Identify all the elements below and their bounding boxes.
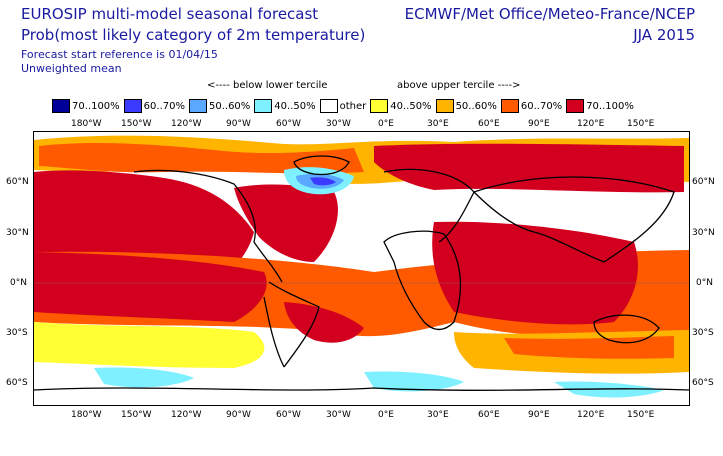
legend-swatch — [254, 99, 273, 113]
warm-region-east-pacific — [34, 252, 267, 322]
legend-label: 60..70% — [143, 100, 185, 112]
legend-swatch — [123, 99, 142, 113]
legend-item: 70..100% — [52, 99, 120, 113]
coastline-asia — [472, 176, 675, 263]
lat-label-left: 60°N — [6, 177, 29, 187]
legend-label: 60..70% — [520, 100, 563, 112]
legend-swatch — [52, 99, 70, 113]
cold-region-southern-ocean-west — [94, 367, 194, 388]
map-canvas — [34, 132, 689, 405]
coastline-south-america-east — [268, 281, 320, 368]
season-label: JJA 2015 — [633, 26, 695, 44]
lon-label-bottom: 60°W — [276, 410, 301, 420]
cold-region-southern-ocean-central — [364, 371, 464, 392]
coastline-greenland — [293, 155, 350, 176]
legend: 70..100% 60..70% 50..60% 40..50% other 4… — [52, 98, 638, 114]
legend-item: other — [319, 99, 367, 113]
legend-item: 70..100% — [566, 99, 634, 113]
lat-label-right: 60°S — [692, 378, 714, 388]
lon-label-bottom: 150°W — [121, 410, 152, 420]
warm-region-north-west — [39, 143, 364, 174]
legend-item: 40..50% — [370, 99, 432, 113]
warm-region-eurasia — [374, 143, 684, 193]
warm-region-north-atlantic — [234, 184, 338, 262]
coastline-africa — [383, 230, 462, 331]
legend-swatch — [500, 99, 519, 113]
legend-label: 40..50% — [390, 100, 432, 112]
legend-label: 70..100% — [72, 100, 120, 112]
lon-label-top: 180°W — [71, 119, 102, 129]
lon-label-top: 90°W — [226, 119, 251, 129]
lon-label-bottom: 120°E — [577, 410, 605, 420]
lat-label-right: 0°N — [696, 278, 713, 288]
legend-item: 50..60% — [188, 99, 251, 113]
lon-label-bottom: 0°E — [378, 410, 394, 420]
lon-label-top: 150°E — [627, 119, 655, 129]
cold-region-greenland-peak — [310, 177, 336, 186]
legend-swatch — [188, 99, 207, 113]
legend-item: 50..60% — [435, 99, 497, 113]
legend-swatch — [370, 99, 389, 113]
warm-region-south-atlantic — [284, 302, 364, 343]
lat-label-left: 30°S — [6, 328, 28, 338]
lon-label-bottom: 30°E — [427, 410, 449, 420]
lon-label-bottom: 180°W — [71, 410, 102, 420]
lon-label-top: 60°E — [478, 119, 500, 129]
lon-label-top: 120°W — [171, 119, 202, 129]
coastline-europe — [383, 168, 475, 243]
title-line2: Prob(most likely category of 2m temperat… — [21, 26, 366, 44]
lon-label-top: 120°E — [577, 119, 605, 129]
lat-label-left: 30°N — [6, 228, 29, 238]
lon-label-top: 30°W — [326, 119, 351, 129]
legend-item: 40..50% — [254, 99, 316, 113]
title-line1: EUROSIP multi-model seasonal forecast — [21, 5, 319, 23]
coastline-australia — [593, 314, 660, 344]
legend-swatch — [566, 99, 585, 113]
provider-label: ECMWF/Met Office/Meteo-France/NCEP — [404, 5, 695, 23]
legend-label: 70..100% — [586, 100, 634, 112]
lon-label-bottom: 90°W — [226, 410, 251, 420]
forecast-reference: Forecast start reference is 01/04/15 — [21, 48, 218, 61]
coastline-south-america-west — [263, 296, 285, 368]
lon-label-top: 90°E — [528, 119, 550, 129]
lon-label-top: 60°W — [276, 119, 301, 129]
lon-label-top: 150°W — [121, 119, 152, 129]
lon-label-bottom: 120°W — [171, 410, 202, 420]
warm-region-south-indian-core — [504, 336, 674, 359]
above-tercile-label: above upper tercile ----> — [397, 80, 521, 91]
lat-label-right: 30°N — [692, 228, 715, 238]
legend-item: 60..70% — [123, 99, 185, 113]
lat-label-left: 60°S — [6, 378, 28, 388]
warm-region-south-pacific — [34, 322, 265, 368]
lon-label-bottom: 150°E — [627, 410, 655, 420]
warm-region-indian-ocean — [432, 221, 638, 325]
forecast-map — [33, 131, 690, 406]
legend-label: 40..50% — [274, 100, 316, 112]
mean-type: Unweighted mean — [21, 62, 122, 75]
legend-label: 50..60% — [455, 100, 497, 112]
coastline-north-america — [133, 169, 283, 283]
lon-label-top: 0°E — [378, 119, 394, 129]
coastlines — [34, 155, 689, 391]
below-tercile-label: <---- below lower tercile — [207, 80, 328, 91]
legend-item: 60..70% — [500, 99, 563, 113]
legend-label: 50..60% — [208, 100, 251, 112]
lat-label-right: 30°S — [692, 328, 714, 338]
lon-label-bottom: 30°W — [326, 410, 351, 420]
legend-swatch — [435, 99, 454, 113]
lon-label-bottom: 60°E — [478, 410, 500, 420]
lat-label-right: 60°N — [692, 177, 715, 187]
lon-label-top: 30°E — [427, 119, 449, 129]
legend-label: other — [339, 100, 367, 112]
legend-swatch — [319, 99, 338, 113]
lon-label-bottom: 90°E — [528, 410, 550, 420]
coastline-antarctica — [34, 387, 689, 391]
lat-label-left: 0°N — [10, 278, 27, 288]
